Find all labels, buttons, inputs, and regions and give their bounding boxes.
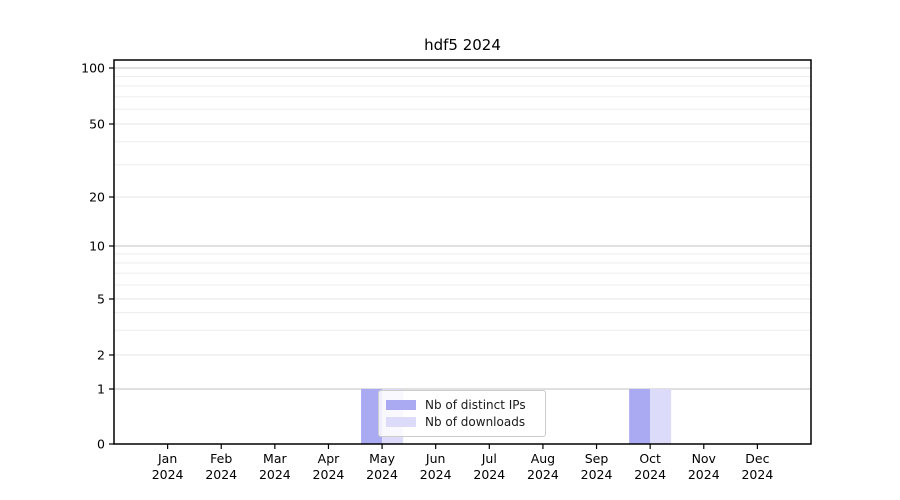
chart-title: hdf5 2024 [424,36,501,54]
x-axis-tick-label: Dec 2024 [741,451,773,482]
x-axis-tick-label: May 2024 [366,451,398,482]
x-axis-tick-label: Nov 2024 [688,451,720,482]
x-axis-tick-label: Feb 2024 [205,451,237,482]
x-axis-tick-label: Sep 2024 [581,451,613,482]
legend: Nb of distinct IPs Nb of downloads [378,390,546,437]
x-axis-tick-label: Aug 2024 [527,451,559,482]
x-axis-tick-label: Jan 2024 [152,451,184,482]
y-axis-tick-label: 2 [97,348,105,363]
y-axis-tick-label: 100 [81,61,105,76]
legend-entry-downloads: Nb of downloads [386,414,537,430]
legend-entry-distinct-ips: Nb of distinct IPs [386,397,537,413]
y-axis-tick-label: 0 [97,437,105,452]
legend-swatch-distinct-ips-icon [386,399,416,410]
legend-swatch-downloads-icon [386,417,416,428]
bar-may-distinct-ips [361,389,383,444]
legend-label-distinct-ips: Nb of distinct IPs [425,397,526,412]
y-axis-tick-label: 50 [89,117,105,132]
x-axis-tick-label: Oct 2024 [634,451,666,482]
y-axis-tick-label: 10 [89,239,105,254]
x-axis-tick-label: Mar 2024 [259,451,291,482]
axes-border [113,59,812,445]
legend-label-downloads: Nb of downloads [425,415,526,430]
x-axis-tick-label: Jun 2024 [420,451,452,482]
bar-oct-distinct-ips [629,389,651,444]
x-axis-tick-label: Apr 2024 [313,451,345,482]
bar-oct-downloads [650,389,672,444]
y-axis-tick-label: 1 [97,382,105,397]
y-axis-tick-label: 5 [97,292,105,307]
x-axis-tick-label: Jul 2024 [473,451,505,482]
y-axis-tick-label: 20 [89,190,105,205]
